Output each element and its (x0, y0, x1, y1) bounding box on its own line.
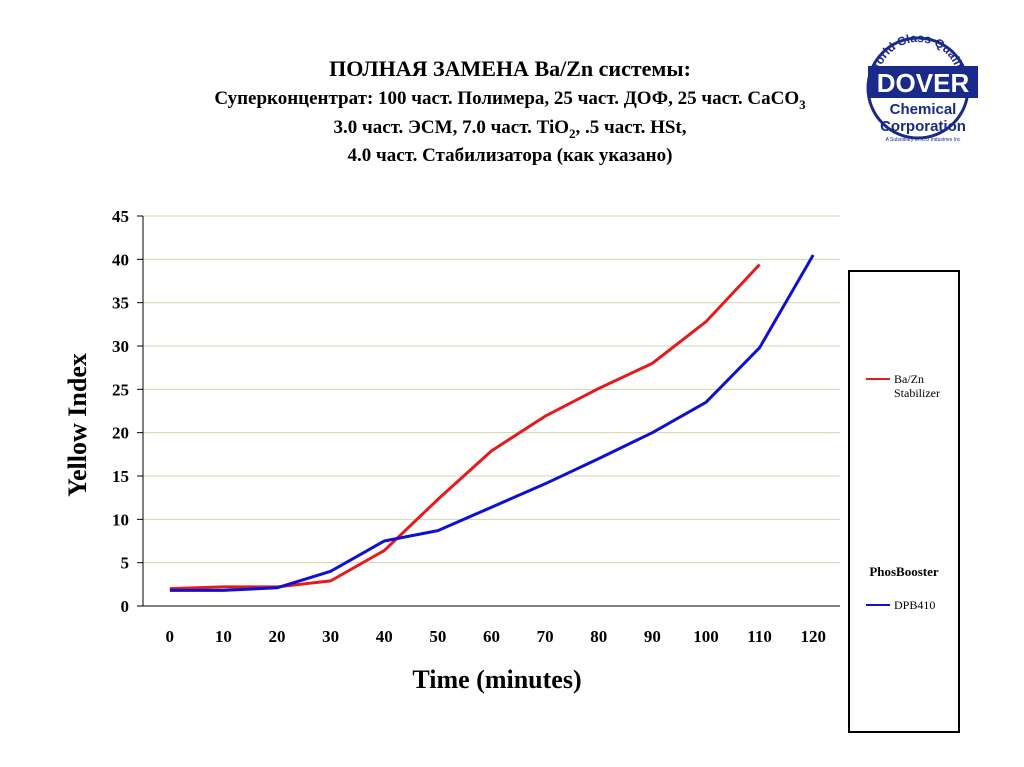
x-tick-label: 110 (747, 627, 772, 646)
y-tick-label: 25 (112, 380, 129, 399)
subtitle-part: 3.0 част. ЭСМ, 7.0 част. TiO (333, 117, 569, 138)
subscript: 3 (799, 97, 806, 112)
x-tick-label: 80 (590, 627, 607, 646)
legend: Ba/Zn Stabilizer DPB410 PhosBooster (848, 270, 960, 733)
legend-heading: PhosBooster (869, 564, 939, 579)
legend-swatch (866, 604, 890, 606)
x-tick-label: 30 (322, 627, 339, 646)
y-tick-label: 5 (121, 554, 130, 573)
chart-subtitle: 3.0 част. ЭСМ, 7.0 част. TiO2, .5 част. … (333, 117, 686, 141)
y-tick-label: 0 (121, 597, 130, 616)
legend-swatch (866, 378, 890, 380)
x-tick-label: 10 (215, 627, 232, 646)
x-tick-label: 90 (644, 627, 661, 646)
x-tick-label: 60 (483, 627, 500, 646)
x-tick-label: 120 (800, 627, 826, 646)
chart-subtitle: 4.0 част. Стабилизатора (как указано) (348, 145, 673, 166)
y-tick-label: 10 (112, 510, 129, 529)
subtitle-part: , .5 част. HSt, (576, 117, 687, 138)
chart-title: ПОЛНАЯ ЗАМЕНА Ba/Zn системы: (329, 56, 691, 81)
subscript: 2 (569, 126, 576, 141)
x-tick-label: 40 (376, 627, 393, 646)
logo-line1: Chemical (890, 101, 957, 118)
y-tick-label: 35 (112, 294, 129, 313)
y-tick-label: 40 (112, 250, 129, 269)
x-tick-label: 50 (429, 627, 446, 646)
y-axis-label: Yellow Index (63, 353, 92, 497)
legend-label: Ba/Zn Stabilizer (894, 372, 940, 400)
logo-name: DOVER (877, 68, 970, 98)
subtitle-part: Суперконцентрат: 100 част. Полимера, 25 … (214, 88, 799, 109)
y-tick-label: 45 (112, 207, 129, 226)
x-tick-label: 20 (269, 627, 286, 646)
y-tick-label: 15 (112, 467, 129, 486)
legend-label: DPB410 (894, 598, 936, 612)
legend-item: DPB410 (866, 598, 952, 612)
logo-box (868, 66, 978, 98)
x-tick-label: 70 (537, 627, 554, 646)
logo-line2: Corporation (880, 118, 966, 135)
y-tick-label: 30 (112, 337, 129, 356)
series-line (169, 254, 815, 592)
logo-note: A Subsidiary of ICO Industries Inc (886, 137, 961, 143)
logo: World Class Quality DOVER Chemical Corpo… (866, 31, 978, 143)
series-line (169, 263, 761, 591)
x-tick-label: 0 (166, 627, 175, 646)
legend-item: Ba/Zn Stabilizer (866, 372, 952, 400)
x-tick-label: 100 (693, 627, 719, 646)
x-axis-label: Time (minutes) (412, 665, 581, 694)
subtitle-part: 4.0 част. Стабилизатора (как указано) (348, 145, 673, 166)
y-tick-label: 20 (112, 424, 129, 443)
chart-subtitle: Суперконцентрат: 100 част. Полимера, 25 … (214, 88, 806, 112)
